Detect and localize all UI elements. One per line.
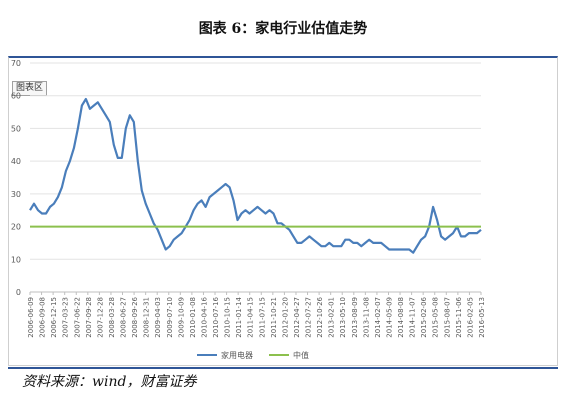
x-tick-label: 2007-03-23 <box>62 297 70 338</box>
x-tick-label: 2008-03-28 <box>108 297 116 338</box>
x-tick-label: 2012-04-27 <box>293 297 301 338</box>
x-tick-label: 2015-11-06 <box>455 296 463 337</box>
x-tick-label: 2011-04-15 <box>247 297 255 338</box>
x-tick-label: 2007-09-28 <box>85 297 93 338</box>
y-tick-label: 20 <box>11 223 21 232</box>
x-tick-label: 2016-02-05 <box>466 297 474 338</box>
y-tick-label: 40 <box>11 157 21 166</box>
x-tick-label: 2009-07-10 <box>166 297 174 338</box>
y-tick-label: 10 <box>11 255 21 264</box>
y-tick-label: 50 <box>11 124 21 133</box>
x-tick-label: 2008-06-27 <box>120 297 128 338</box>
x-tick-label: 2007-06-22 <box>73 297 81 338</box>
divider <box>8 367 558 369</box>
x-tick-label: 2008-09-26 <box>131 296 139 337</box>
x-tick-label: 2009-10-09 <box>177 297 185 338</box>
legend-label: 中值 <box>293 350 309 360</box>
chart-area-label: 图表区 <box>12 81 48 96</box>
y-tick-label: 30 <box>11 190 21 199</box>
x-tick-label: 2013-02-01 <box>328 297 336 338</box>
x-tick-label: 2014-08-08 <box>397 297 405 338</box>
x-tick-label: 2006-09-08 <box>39 297 47 338</box>
x-tick-label: 2008-12-31 <box>143 297 151 338</box>
x-tick-label: 2012-10-26 <box>316 296 324 337</box>
x-tick-label: 2010-07-16 <box>212 296 220 337</box>
x-tick-label: 2014-05-09 <box>385 297 393 338</box>
x-tick-label: 2013-11-08 <box>362 297 370 338</box>
x-tick-label: 2011-07-15 <box>258 297 266 338</box>
x-tick-label: 2012-07-27 <box>305 297 313 338</box>
y-tick-label: 70 <box>11 59 21 68</box>
legend-label: 家用电器 <box>221 350 253 360</box>
chart-frame <box>8 56 558 366</box>
x-tick-label: 2011-10-21 <box>270 297 278 338</box>
x-tick-label: 2009-04-03 <box>154 297 162 338</box>
chart-title: 图表 6：家电行业估值走势 <box>198 21 368 37</box>
x-tick-label: 2007-12-28 <box>96 297 104 338</box>
x-tick-label: 2006-12-15 <box>50 297 58 338</box>
x-tick-label: 2006-06-09 <box>27 297 35 338</box>
x-tick-label: 2016-05-13 <box>478 297 486 338</box>
x-tick-label: 2010-10-15 <box>224 297 232 338</box>
x-tick-label: 2015-08-07 <box>443 297 451 338</box>
x-tick-label: 2014-02-07 <box>374 297 382 338</box>
x-tick-label: 2013-08-09 <box>351 297 359 338</box>
x-tick-label: 2010-01-08 <box>189 297 197 338</box>
y-tick-label: 60 <box>11 92 21 101</box>
series-line-appliances <box>29 97 482 254</box>
x-tick-label: 2014-11-07 <box>409 297 417 338</box>
x-tick-label: 2012-01-20 <box>281 297 289 338</box>
x-tick-label: 2015-05-08 <box>432 297 440 338</box>
source-note: 资料来源：wind，财富证券 <box>22 374 197 390</box>
y-tick-label: 0 <box>16 288 21 297</box>
x-tick-label: 2010-04-16 <box>200 296 208 337</box>
x-tick-label: 2013-05-10 <box>339 297 347 338</box>
x-tick-label: 2015-02-06 <box>420 296 428 337</box>
x-tick-label: 2011-01-14 <box>235 296 243 337</box>
